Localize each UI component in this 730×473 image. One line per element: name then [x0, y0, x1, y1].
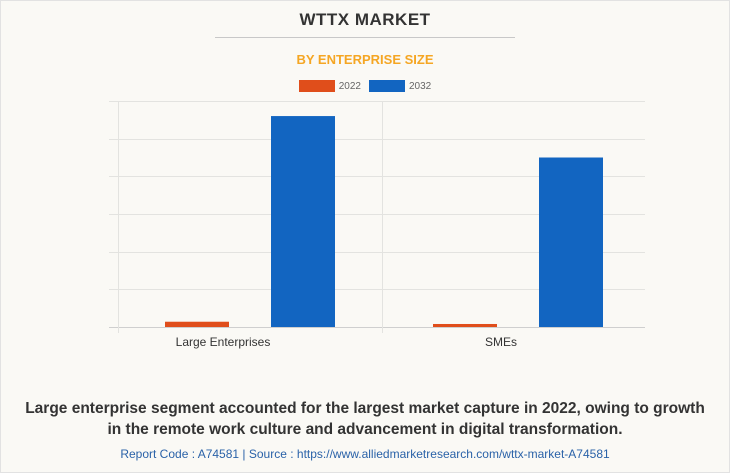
legend-item-2022[interactable]: 2022 [298, 80, 361, 92]
x-tick-label: SMEs [485, 335, 517, 349]
bar-chart: Large Enterprises SMEs [109, 101, 645, 349]
legend-item-2032[interactable]: 2032 [369, 80, 431, 92]
caption-line-2: in the remote work culture and advanceme… [107, 421, 623, 438]
legend-swatch-2022 [298, 80, 335, 92]
x-tick-label: Large Enterprises [176, 335, 271, 349]
bar-large-enterprises-2032 [271, 116, 335, 327]
title-divider [215, 37, 515, 38]
legend-swatch-2032 [369, 80, 405, 92]
chart-subtitle: BY ENTERPRISE SIZE [296, 52, 434, 67]
caption-line-1: Large enterprise segment accounted for t… [25, 400, 705, 417]
legend-label-2022: 2022 [338, 80, 361, 92]
source-citation[interactable]: Report Code : A74581 | Source : https://… [120, 447, 610, 461]
bar-large-enterprises-2022 [165, 321, 229, 327]
bar-smes-2032 [539, 157, 603, 327]
bar-smes-2022 [433, 323, 497, 327]
chart-title: WTTX MARKET [299, 10, 431, 29]
legend-label-2032: 2032 [409, 80, 432, 92]
legend: 2022 2032 [0, 80, 730, 92]
chart-caption: Large enterprise segment accounted for t… [0, 398, 730, 440]
